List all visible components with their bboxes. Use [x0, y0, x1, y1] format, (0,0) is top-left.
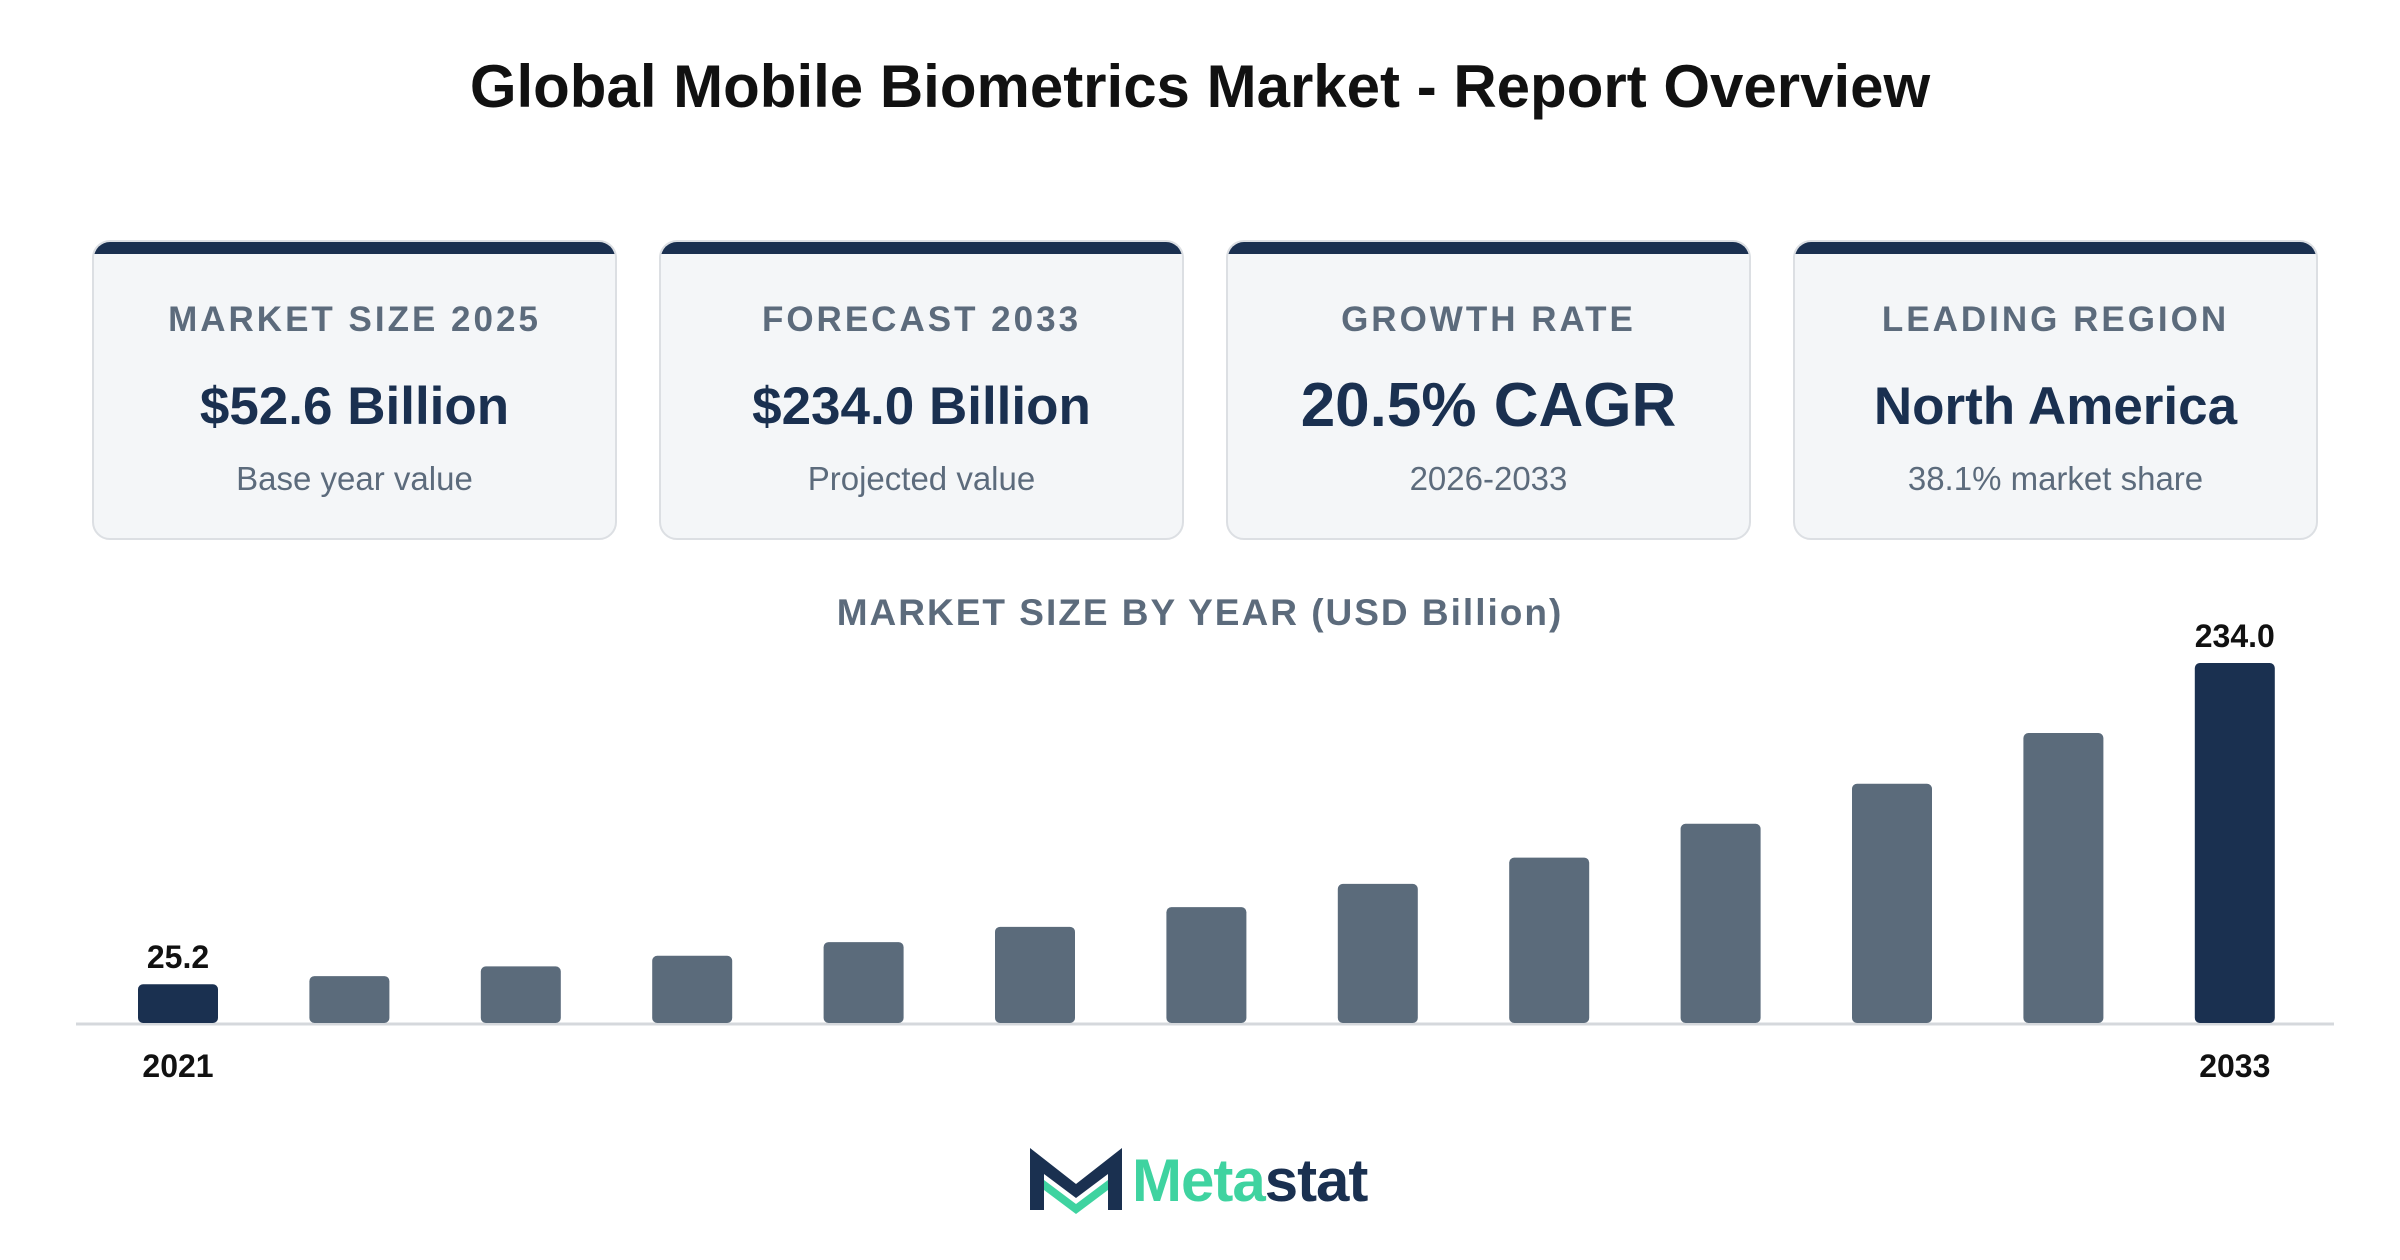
page-title: Global Mobile Biometrics Market - Report…	[469, 53, 1931, 120]
logo-wordmark: Metastat	[1132, 1146, 1369, 1215]
value-label-2033: 234.0	[2195, 618, 2275, 654]
card-label: GROWTH RATE	[1341, 300, 1636, 339]
metastat-m-logo-icon	[1030, 1148, 1122, 1214]
card-subtitle: 2026-2033	[1409, 460, 1568, 497]
card-label: FORECAST 2033	[761, 300, 1082, 339]
card-accent-bar	[1228, 242, 1749, 254]
card-value: 20.5% CAGR	[1300, 371, 1677, 440]
summary-cards: MARKET SIZE 2025 $52.6 Billion Base year…	[92, 240, 2320, 542]
bar-2027	[1166, 907, 1247, 1023]
bar-2023	[480, 966, 561, 1023]
bar-2033	[2194, 663, 2275, 1023]
bar-chart: 25.2 2021 234.0 2033	[76, 618, 2334, 1084]
tick-label-2033: 2033	[2199, 1048, 2270, 1084]
card-accent-bar	[1795, 242, 2316, 254]
card-subtitle: 38.1% market share	[1907, 460, 2204, 497]
card-value: $234.0 Billion	[752, 377, 1091, 436]
metastat-logo: Metastat	[1028, 1140, 1398, 1220]
card-market-size: MARKET SIZE 2025 $52.6 Billion Base year…	[92, 240, 617, 540]
card-value: $52.6 Billion	[199, 377, 510, 436]
card-subtitle: Base year value	[236, 460, 473, 497]
bar-2024	[652, 955, 733, 1023]
card-subtitle: Projected value	[807, 460, 1036, 497]
tick-label-2021: 2021	[142, 1048, 213, 1084]
bar-2032	[2023, 733, 2104, 1023]
card-value: North America	[1873, 377, 2238, 436]
bar-2025	[823, 942, 904, 1023]
card-leading-region: LEADING REGION North America 38.1% marke…	[1793, 240, 2318, 540]
card-accent-bar	[661, 242, 1182, 254]
chart-title: MARKET SIZE BY YEAR (USD Billion)	[836, 592, 1564, 633]
card-forecast: FORECAST 2033 $234.0 Billion Projected v…	[659, 240, 1184, 540]
logo-text-meta: Meta	[1132, 1147, 1266, 1214]
bar-2028	[1337, 883, 1418, 1023]
card-accent-bar	[94, 242, 615, 254]
bar-2029	[1509, 857, 1590, 1023]
value-label-2021: 25.2	[147, 939, 209, 975]
card-label: LEADING REGION	[1881, 300, 2230, 339]
bar-2026	[995, 926, 1075, 1023]
card-growth-rate: GROWTH RATE 20.5% CAGR 2026-2033	[1226, 240, 1751, 540]
bar-2030	[1680, 823, 1761, 1023]
bar-2021	[138, 984, 218, 1023]
logo-text-stat: stat	[1264, 1147, 1369, 1214]
bar-2031	[1852, 783, 1932, 1023]
card-label: MARKET SIZE 2025	[168, 300, 541, 339]
bar-2022	[309, 976, 390, 1023]
